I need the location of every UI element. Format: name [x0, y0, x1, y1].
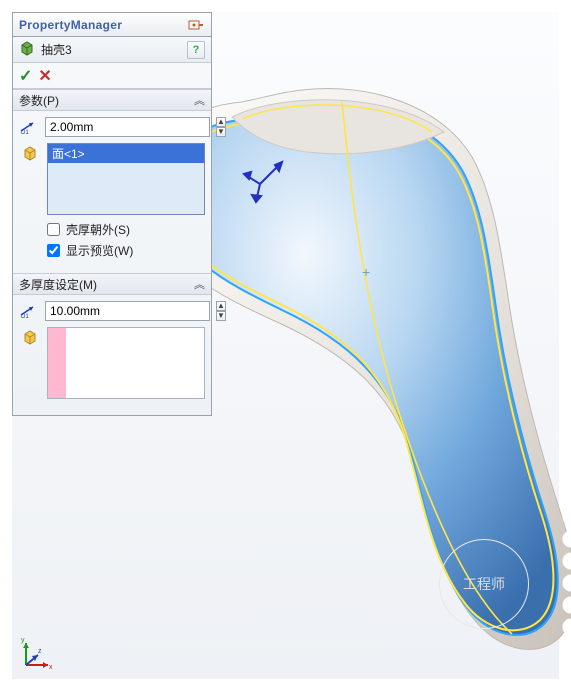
faces-listbox[interactable]: 面<1>	[47, 143, 205, 215]
spin-up-icon[interactable]: ▲	[216, 301, 226, 311]
multi-thickness-input[interactable]	[45, 301, 210, 321]
svg-text:+: +	[362, 264, 370, 280]
multi-thickness-spinner[interactable]: ▲ ▼	[216, 301, 226, 321]
show-preview-input[interactable]	[47, 244, 60, 257]
ok-button[interactable]: ✓	[19, 66, 32, 86]
multi-thickness-d1-icon: D1	[19, 301, 39, 319]
thickness-spinner[interactable]: ▲ ▼	[216, 117, 226, 137]
show-preview-checkbox[interactable]: 显示预览(W)	[47, 242, 205, 259]
section-title-multi: 多厚度设定(M)	[19, 276, 97, 293]
section-body-params: D1 ▲ ▼ 面<1> 壳厚朝外(S)	[13, 111, 211, 273]
spin-down-icon[interactable]: ▼	[216, 311, 226, 321]
spin-down-icon[interactable]: ▼	[216, 127, 226, 137]
property-manager-panel: PropertyManager 抽壳3 ? ✓ ✕ 参数(P) ︽ D1	[12, 12, 212, 416]
svg-text:x: x	[49, 664, 53, 671]
shell-feature-icon	[19, 40, 35, 59]
shell-outward-input[interactable]	[47, 223, 60, 236]
svg-text:D1: D1	[21, 130, 29, 135]
chevron-up-icon: ︽	[194, 92, 205, 108]
feature-bar: 抽壳3 ?	[13, 37, 211, 63]
confirm-bar: ✓ ✕	[13, 63, 211, 89]
cancel-button[interactable]: ✕	[38, 66, 51, 86]
face-select-icon	[19, 143, 41, 161]
list-item[interactable]: 面<1>	[48, 144, 204, 163]
view-triad[interactable]: x y z	[18, 633, 58, 673]
show-preview-label: 显示预览(W)	[66, 242, 133, 259]
spin-up-icon[interactable]: ▲	[216, 117, 226, 127]
multi-face-select-icon	[19, 327, 41, 345]
svg-text:y: y	[21, 637, 25, 644]
panel-title: PropertyManager	[19, 18, 122, 32]
thickness-input[interactable]	[45, 117, 210, 137]
section-body-multi: D1 ▲ ▼	[13, 295, 211, 415]
thickness-d1-icon: D1	[19, 117, 39, 135]
multi-faces-listbox[interactable]	[47, 327, 205, 399]
chevron-up-icon: ︽	[194, 276, 205, 292]
svg-text:z: z	[38, 648, 42, 655]
panel-header: PropertyManager	[13, 13, 211, 37]
pin-icon[interactable]	[187, 17, 205, 33]
help-button[interactable]: ?	[187, 41, 205, 59]
section-title-params: 参数(P)	[19, 92, 59, 109]
section-header-multi[interactable]: 多厚度设定(M) ︽	[13, 273, 211, 295]
svg-text:D1: D1	[21, 314, 29, 319]
shell-outward-label: 壳厚朝外(S)	[66, 221, 130, 238]
list-item	[48, 328, 66, 398]
watermark-text: 工程师	[463, 574, 505, 594]
shell-outward-checkbox[interactable]: 壳厚朝外(S)	[47, 221, 205, 238]
watermark: 工程师	[439, 539, 529, 629]
feature-name: 抽壳3	[41, 41, 72, 58]
section-header-params[interactable]: 参数(P) ︽	[13, 89, 211, 111]
